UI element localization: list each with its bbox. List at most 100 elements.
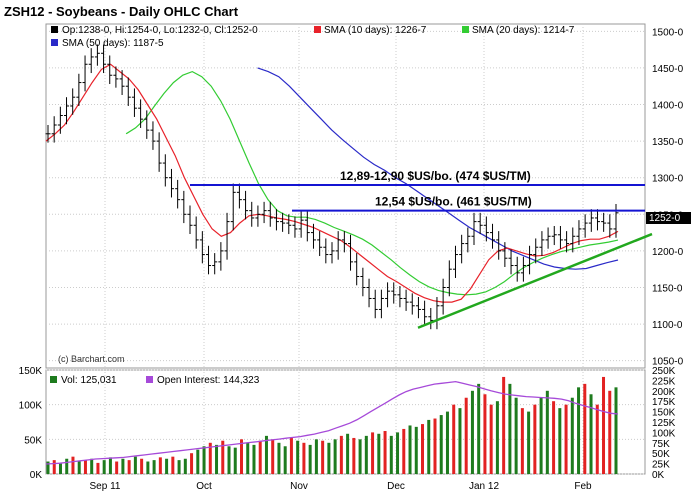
sma20-legend: SMA (20 days): 1214-7 [472, 25, 575, 36]
volume-bar [470, 390, 474, 474]
volume-bar [427, 419, 431, 474]
sma-10-line [45, 63, 619, 303]
volume-bar [152, 460, 156, 474]
volume-bar [577, 387, 581, 474]
volume-bar [190, 453, 194, 474]
date-tick-label: Sep 11 [90, 481, 121, 492]
volume-bar [552, 401, 556, 474]
volume-bar [589, 394, 593, 474]
volume-bar [333, 439, 337, 474]
volume-tick-label: 100K [19, 401, 43, 412]
volume-bar [489, 404, 493, 474]
volume-bar [327, 442, 331, 474]
price-panel [45, 23, 646, 369]
volume-bar [58, 463, 62, 474]
volume-bar [352, 437, 356, 474]
resistance-lines: 12,89-12,90 $US/bo. (474 $US/TM) 12,54 $U… [190, 169, 645, 212]
price-tick-label: 1150-0 [652, 283, 683, 294]
date-tick-label: Nov [290, 481, 308, 492]
volume-bar [271, 439, 275, 474]
volume-bar [146, 461, 150, 474]
volume-bar [252, 444, 256, 474]
volume-axis-left: 0K 50K 100K 150K [19, 366, 43, 481]
volume-bar [133, 456, 137, 474]
oi-swatch [146, 376, 153, 383]
volume-bar [396, 432, 400, 474]
sma50-swatch [51, 39, 58, 46]
volume-bar [433, 418, 437, 474]
open-interest-tick-label: 175K [652, 397, 676, 408]
chart-title: ZSH12 - Soybeans - Daily OHLC Chart [4, 4, 239, 19]
volume-bar [208, 442, 212, 474]
price-tick-label: 1050-0 [652, 357, 684, 368]
sma20-swatch [462, 26, 469, 33]
volume-bar [558, 408, 562, 474]
volume-bar [595, 404, 599, 474]
volume-bar [52, 460, 56, 474]
volume-bar [165, 458, 169, 474]
volume-bar [183, 458, 187, 474]
volume-bar [408, 425, 412, 474]
volume-bar [545, 390, 549, 474]
open-interest-tick-label: 75K [652, 439, 670, 450]
volume-bar [452, 404, 456, 474]
volume-bar [564, 404, 568, 474]
volume-bar [358, 439, 362, 474]
volume-bar [302, 442, 306, 474]
volume-panel [45, 369, 646, 475]
volume-bar [439, 415, 443, 474]
price-tick-label: 1300-0 [652, 174, 684, 185]
volume-bar [264, 435, 268, 474]
volume-bar [102, 460, 106, 474]
volume-bar [445, 411, 449, 474]
support-trendline [417, 232, 653, 329]
open-interest-tick-label: 100K [652, 428, 676, 439]
sma50-legend: SMA (50 days): 1187-5 [62, 38, 164, 49]
volume-bar [308, 444, 312, 474]
price-tick-label: 1350-0 [652, 137, 684, 148]
open-interest-series-line [45, 380, 619, 465]
open-interest-tick-label: 50K [652, 449, 670, 460]
volume-bar [90, 458, 94, 474]
sma-series-line [45, 63, 619, 303]
volume-bar [171, 456, 175, 474]
volume-bar [377, 433, 381, 474]
date-tick-label: Jan 12 [469, 481, 499, 492]
volume-bar [502, 376, 506, 474]
price-tick-label: 1400-0 [652, 101, 684, 112]
date-tick-label: Dec [387, 481, 405, 492]
volume-bar [140, 458, 144, 474]
volume-bar [483, 394, 487, 474]
volume-bar [339, 435, 343, 474]
volume-bar [83, 460, 87, 474]
volume-bar [383, 431, 387, 474]
volume-tick-label: 0K [30, 470, 43, 481]
volume-bar [227, 446, 231, 474]
volume-bar [371, 432, 375, 474]
open-interest-tick-label: 250K [652, 366, 676, 377]
volume-bar [477, 383, 481, 474]
open-interest-tick-label: 125K [652, 418, 676, 429]
volume-bar [196, 449, 200, 474]
volume-bar [421, 424, 425, 474]
volume-bar [514, 397, 518, 474]
sma10-swatch [314, 26, 321, 33]
volume-bar [289, 437, 293, 474]
last-price-text: 1252-0 [649, 213, 681, 224]
price-legend: Op:1238-0, Hi:1254-0, Lo:1232-0, Cl:1252… [51, 25, 575, 49]
volume-bar [65, 458, 69, 474]
volume-bar [77, 461, 81, 474]
volume-bar [46, 461, 50, 474]
price-tick-label: 1100-0 [652, 320, 683, 331]
open-interest-tick-label: 225K [652, 376, 676, 387]
volume-bar [314, 439, 318, 474]
open-interest-tick-label: 25K [652, 460, 670, 471]
watermark: (c) Barchart.com [58, 354, 125, 364]
open-interest-tick-label: 150K [652, 408, 676, 419]
open-interest-tick-label: 0K [652, 470, 665, 481]
open-interest-tick-label: 200K [652, 387, 676, 398]
price-tick-label: 1500-0 [652, 27, 684, 38]
volume-bar [539, 397, 543, 474]
price-tick-label: 1450-0 [652, 64, 684, 75]
